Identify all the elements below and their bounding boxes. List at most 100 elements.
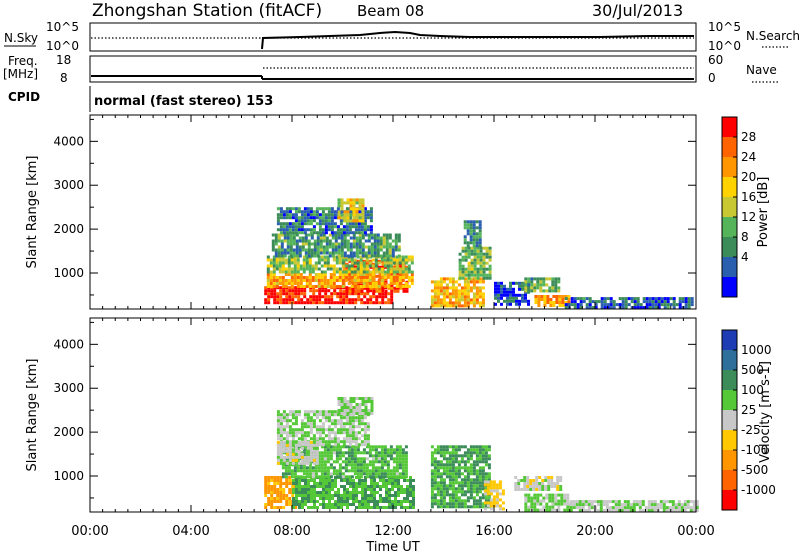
heatmap-cell: [463, 481, 467, 485]
heatmap-cell: [352, 494, 355, 497]
heatmap-cell: [393, 289, 397, 293]
heatmap-cell: [463, 241, 467, 245]
heatmap-cell: [285, 225, 289, 229]
heatmap-cell: [292, 251, 296, 255]
heatmap-cell: [476, 276, 480, 280]
heatmap-cell: [328, 506, 331, 509]
heatmap-cell: [394, 494, 397, 497]
heatmap-cell: [352, 242, 356, 246]
heatmap-cell: [529, 485, 533, 488]
heatmap-cell: [602, 509, 606, 513]
heatmap-cell: [291, 437, 295, 441]
heatmap-cell: [654, 306, 658, 310]
heatmap-cell: [599, 500, 603, 504]
heatmap-cell: [307, 239, 311, 243]
heatmap-cell: [475, 235, 479, 239]
heatmap-cell: [308, 258, 312, 262]
heatmap-cell: [564, 301, 568, 304]
heatmap-cell: [294, 228, 298, 232]
heatmap-cell: [264, 482, 268, 485]
heatmap-cell: [337, 412, 341, 415]
heatmap-cell: [339, 295, 343, 299]
heatmap-cell: [285, 289, 289, 293]
heatmap-cell: [366, 228, 370, 232]
heatmap-cell: [328, 233, 332, 237]
heatmap-cell: [457, 496, 461, 500]
heatmap-cell: [470, 246, 474, 250]
heatmap-cell: [430, 499, 434, 503]
heatmap-cell: [472, 460, 476, 464]
heatmap-cell: [346, 503, 349, 506]
heatmap-cell: [651, 297, 655, 301]
heatmap-cell: [466, 481, 470, 485]
heatmap-cell: [304, 494, 307, 497]
heatmap-cell: [563, 502, 567, 506]
heatmap-cell: [644, 506, 648, 510]
heatmap-cell: [314, 469, 318, 473]
heatmap-cell: [370, 236, 374, 240]
heatmap-cell: [349, 198, 353, 202]
heatmap-cell: [360, 443, 364, 447]
heatmap-cell: [556, 488, 560, 491]
heatmap-cell: [315, 298, 319, 302]
heatmap-cell: [355, 403, 359, 406]
heatmap-cell: [341, 475, 345, 479]
heatmap-cell: [371, 282, 375, 285]
heatmap-cell: [345, 434, 349, 438]
heatmap-cell: [439, 472, 443, 476]
heatmap-cell: [376, 485, 379, 488]
heatmap-cell: [350, 279, 354, 282]
heatmap-cell: [282, 446, 286, 450]
heatmap-cell: [626, 503, 630, 507]
heatmap-cell: [314, 276, 318, 279]
heatmap-cell: [331, 248, 335, 252]
heatmap-cell: [630, 306, 634, 310]
heatmap-cell: [463, 478, 467, 482]
heatmap-cell: [374, 472, 378, 476]
heatmap-cell: [357, 222, 361, 226]
heatmap-cell: [287, 258, 291, 262]
heatmap-cell: [313, 494, 316, 497]
heatmap-cell: [482, 273, 486, 277]
heatmap-cell: [320, 457, 324, 461]
heatmap-cell: [454, 445, 458, 449]
heatmap-cell: [363, 216, 367, 220]
heatmap-cell: [351, 222, 355, 226]
heatmap-cell: [319, 251, 323, 255]
heatmap-cell: [333, 289, 337, 293]
heatmap-cell: [353, 451, 357, 455]
heatmap-cell: [536, 493, 540, 497]
heatmap-cell: [457, 475, 461, 479]
heatmap-cell: [401, 258, 405, 262]
heatmap-cell: [399, 265, 403, 269]
heatmap-cell: [368, 285, 372, 288]
heatmap-cell: [348, 286, 352, 290]
heatmap-cell: [362, 282, 366, 285]
heatmap-cell: [588, 300, 592, 304]
heatmap-cell: [327, 425, 331, 429]
heatmap-cell: [297, 295, 301, 299]
heatmap-cell: [282, 482, 286, 485]
heatmap-cell: [541, 485, 545, 488]
heatmap-cell: [274, 236, 278, 240]
heatmap-cell: [279, 491, 283, 494]
heatmap-cell: [319, 242, 323, 246]
heatmap-cell: [454, 493, 458, 497]
heatmap-cell: [657, 303, 661, 307]
heatmap-cell: [342, 425, 346, 429]
heatmap-cell: [457, 460, 461, 464]
heatmap-cell: [312, 425, 316, 429]
heatmap-cell: [292, 239, 296, 243]
heatmap-cell: [330, 207, 334, 211]
heatmap-cell: [544, 485, 548, 488]
heatmap-cell: [301, 248, 305, 252]
heatmap-cell: [454, 451, 458, 455]
heatmap-cell: [300, 228, 304, 232]
heatmap-cell: [473, 258, 477, 262]
time-axis-title: Time UT: [365, 540, 419, 554]
heatmap-cell: [403, 479, 406, 482]
heatmap-cell: [472, 304, 476, 308]
heatmap-cell: [293, 270, 297, 274]
heatmap-cell: [524, 283, 528, 287]
heatmap-cell: [457, 301, 461, 305]
